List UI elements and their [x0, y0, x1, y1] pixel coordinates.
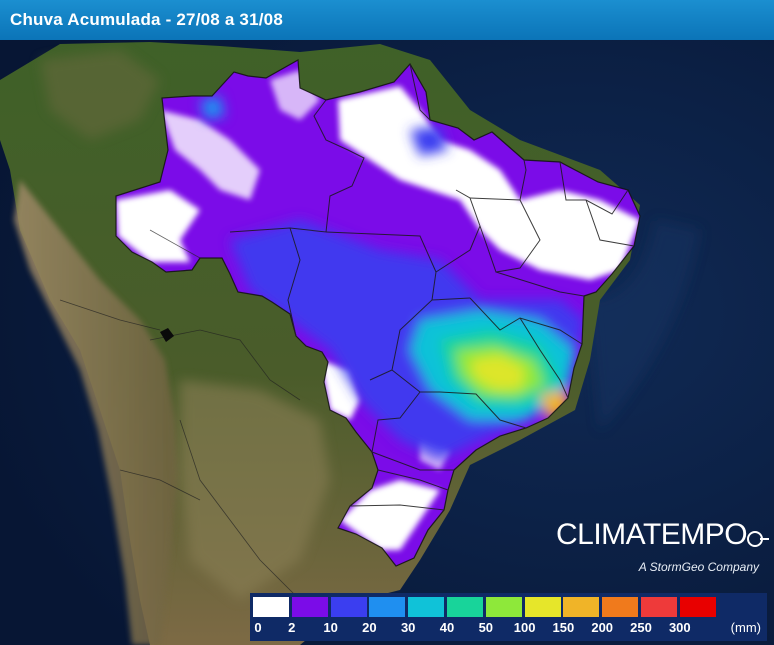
- country-borders: [59, 229, 301, 601]
- legend-swatch: [485, 597, 522, 617]
- legend-swatch: [369, 597, 406, 617]
- legend-tick-label: 40: [439, 620, 455, 635]
- legend-tick-label: 100: [513, 620, 536, 635]
- chaco-region: [180, 380, 330, 600]
- legend-swatch: [408, 597, 445, 617]
- legend-tick-label: 0: [254, 620, 262, 635]
- legend-swatch: [640, 597, 677, 617]
- page-title: Chuva Acumulada - 27/08 a 31/08: [10, 10, 283, 29]
- legend-tick-label: 200: [591, 620, 614, 635]
- arrow-circle-icon: [747, 531, 769, 547]
- legend-swatches: [253, 597, 719, 617]
- legend-swatch: [330, 597, 367, 617]
- legend-tick-label: 150: [552, 620, 575, 635]
- color-legend: 0 2 10 20 30 40 50 100 150 200 250 300 (mm): [250, 593, 767, 641]
- shelf-glow: [588, 220, 700, 430]
- legend-swatch: [679, 597, 716, 617]
- legend-tick-label: 2: [288, 620, 296, 635]
- state-borders: [115, 59, 641, 567]
- legend-swatch: [524, 597, 561, 617]
- northern-highlands: [40, 50, 160, 140]
- legend-tick-label: 50: [478, 620, 494, 635]
- legend-swatch: [291, 597, 328, 617]
- precipitation-map: [0, 40, 774, 645]
- legend-swatch: [563, 597, 600, 617]
- brand-tagline: A StormGeo Company: [638, 560, 759, 574]
- legend-tick-label: 250: [630, 620, 652, 635]
- legend-swatch: [602, 597, 639, 617]
- header-bar: Chuva Acumulada - 27/08 a 31/08: [0, 0, 774, 40]
- andes-region: [14, 180, 178, 645]
- legend-tick-label: 10: [323, 620, 338, 635]
- legend-ticks: 0 2 10 20 30 40 50 100 150 200 250 300: [250, 620, 767, 638]
- lake-titicaca: [160, 328, 174, 342]
- legend-tick-label: 300: [668, 620, 691, 635]
- brand-logo: CLIMATEMPO A StormGeo Company: [556, 518, 771, 580]
- legend-swatch: [446, 597, 483, 617]
- legend-tick-label: 20: [362, 620, 377, 635]
- legend-tick-label: 30: [400, 620, 416, 635]
- brand-name: CLIMATEMPO: [556, 518, 748, 551]
- legend-swatch: [253, 597, 289, 617]
- legend-unit: (mm): [730, 620, 761, 635]
